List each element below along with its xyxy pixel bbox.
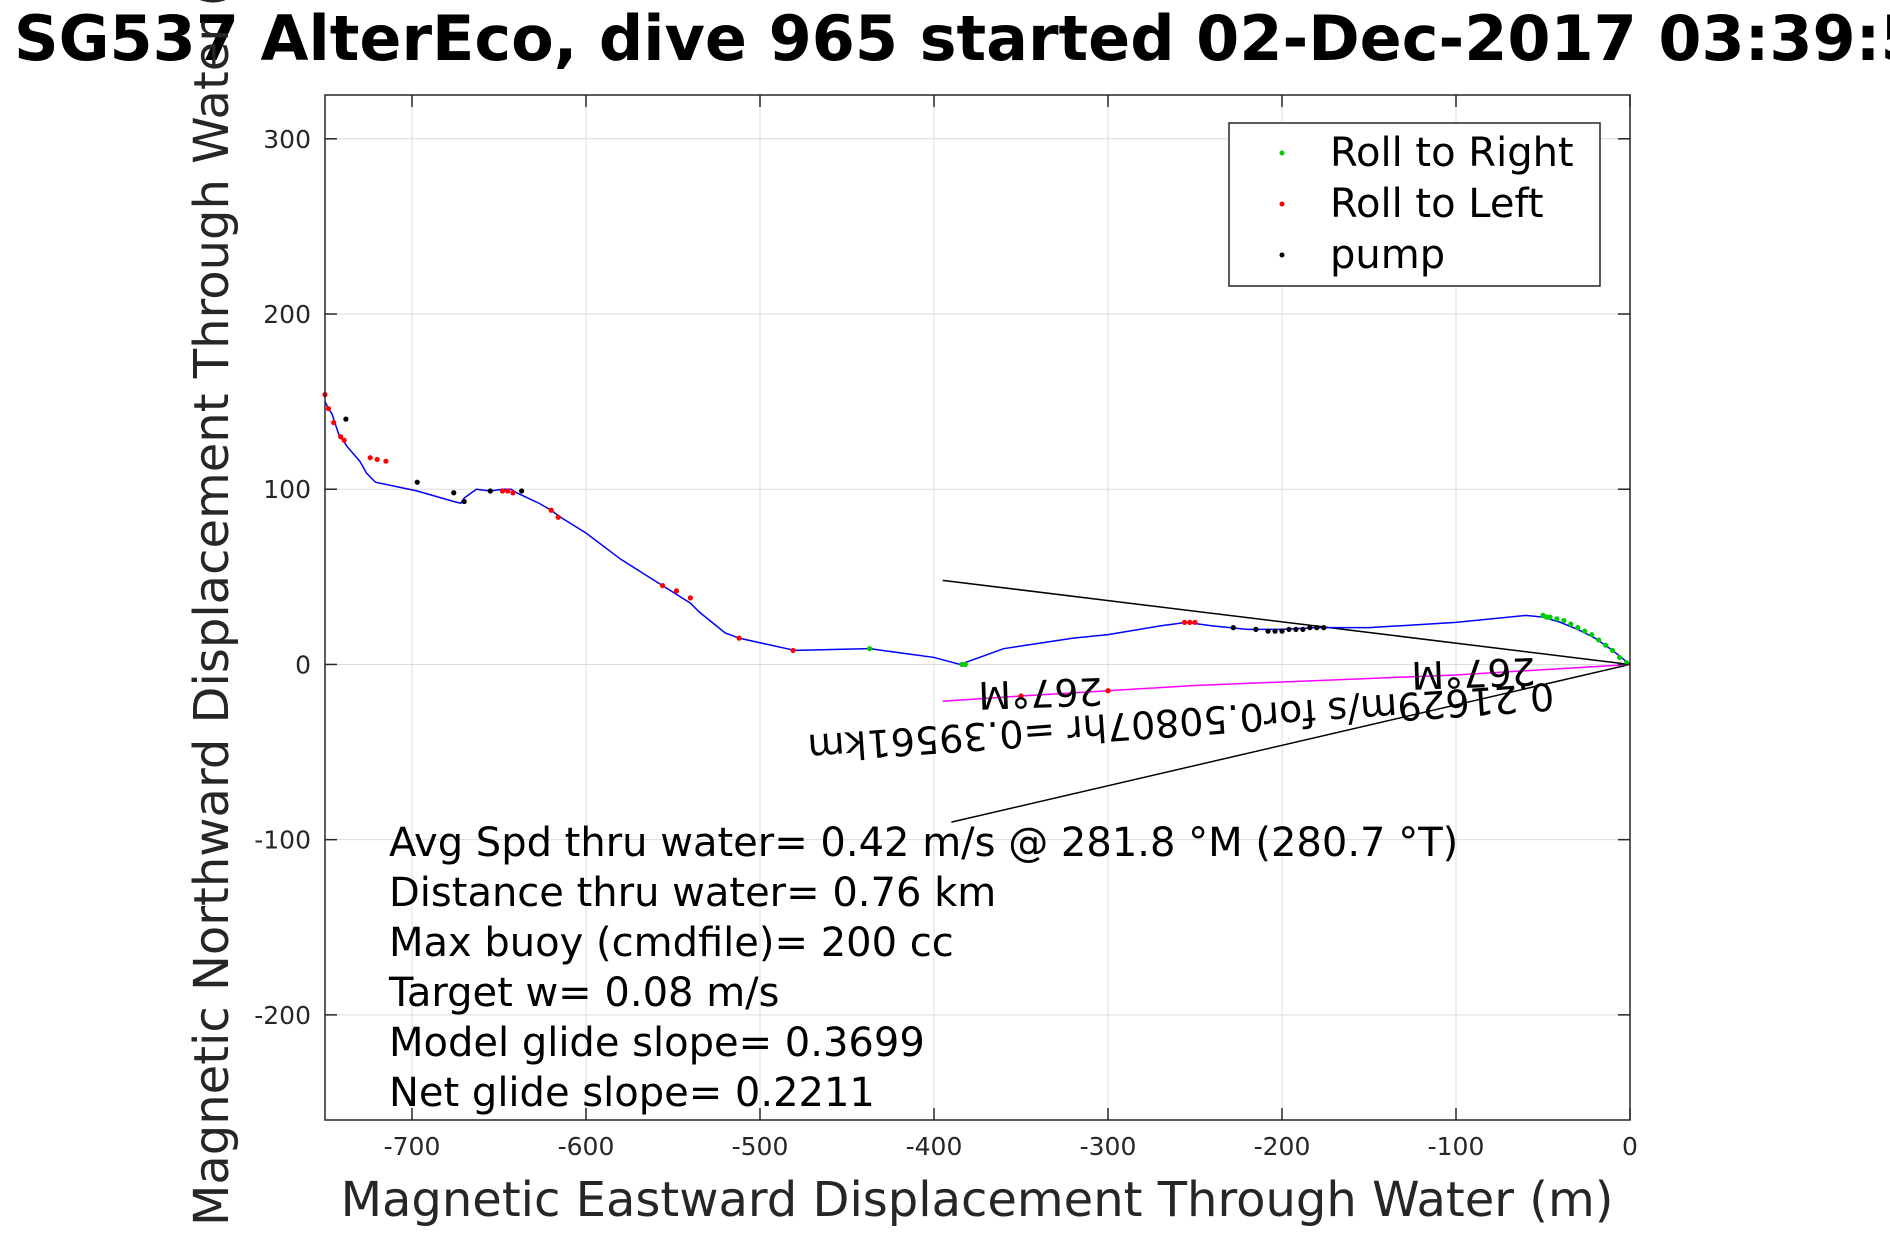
legend-marker-roll-left [1279, 201, 1285, 207]
pump-marker-6 [1279, 628, 1285, 634]
roll-right-marker-15 [962, 661, 968, 668]
roll-left-marker-17 [338, 434, 344, 440]
pump-marker-3 [1300, 626, 1306, 633]
roll-left-marker-11 [505, 488, 511, 494]
rotated-label-heading-left: 267°M [978, 669, 1104, 717]
legend: Roll to Right Roll to Left pump [1228, 122, 1601, 287]
x-tick-label-3: -400 [906, 1132, 963, 1161]
roll-left-marker-5 [687, 595, 694, 601]
marker-group [322, 392, 1630, 699]
legend-label-roll-left: Roll to Left [1330, 181, 1544, 227]
roll-right-marker-16 [867, 646, 873, 652]
roll-left-marker-15 [367, 455, 373, 461]
pump-marker-11 [519, 488, 525, 494]
x-tick-label-4: -300 [1080, 1132, 1137, 1161]
roll-left-marker-10 [510, 490, 516, 496]
y-tick-label-3: 100 [263, 475, 311, 504]
axis-ticks: -700 -600 -500 -400 -300 -200 -100 0 -200 -100 0 10… [254, 95, 1638, 1161]
roll-left-marker-14 [374, 456, 380, 463]
legend-label-pump: pump [1330, 232, 1445, 278]
y-tick-label-0: -200 [254, 1001, 311, 1030]
pump-marker-9 [1253, 626, 1259, 633]
roll-left-marker-3 [790, 647, 796, 654]
pump-marker-4 [1293, 626, 1299, 633]
pump-marker-16 [343, 416, 349, 422]
roll-left-marker-8 [555, 514, 561, 520]
pump-marker-12 [487, 488, 493, 494]
roll-left-marker-2 [1181, 619, 1188, 625]
roll-left-marker-22 [1105, 688, 1111, 694]
stat-target-w: Target w= 0.08 m/s [388, 970, 779, 1016]
pump-marker-1 [1314, 625, 1320, 631]
pump-marker-13 [451, 490, 457, 496]
roll-right-marker-4 [1596, 637, 1602, 643]
roll-right-marker-13 [1540, 612, 1546, 618]
annotation-lines [942, 579, 1631, 823]
roll-left-marker-21 [1018, 693, 1024, 699]
legend-label-roll-right: Roll to Right [1330, 130, 1574, 176]
pump-marker-7 [1272, 628, 1278, 634]
y-tick-label-4: 200 [263, 300, 311, 329]
x-tick-label-0: -700 [384, 1132, 441, 1161]
roll-right-marker-3 [1603, 642, 1609, 648]
y-tick-label-2: 0 [295, 650, 311, 679]
roll-right-marker-8 [1568, 621, 1574, 627]
stat-distance: Distance thru water= 0.76 km [389, 870, 996, 916]
x-tick-label-5: -200 [1254, 1132, 1311, 1161]
series-group [324, 401, 1631, 702]
legend-marker-roll-right [1279, 150, 1285, 156]
roll-left-marker-4 [736, 635, 742, 641]
roll-right-marker-2 [1610, 647, 1616, 654]
roll-left-marker-16 [341, 437, 347, 443]
x-axis-label: Magnetic Eastward Displacement Through W… [341, 1172, 1614, 1228]
roll-right-marker-1 [1616, 654, 1623, 661]
pump-marker-15 [414, 479, 420, 485]
pump-marker-0 [1321, 625, 1327, 631]
x-tick-label-6: -100 [1428, 1132, 1485, 1161]
legend-marker-pump [1279, 252, 1285, 258]
roll-left-marker-9 [548, 507, 554, 513]
pump-marker-5 [1286, 626, 1292, 633]
legend-box [1228, 122, 1601, 287]
x-tick-label-2: -500 [732, 1132, 789, 1161]
stats-block: Avg Spd thru water= 0.42 m/s @ 281.8 °M … [388, 820, 1458, 1116]
rotated-label-heading-right: 267°M [1411, 649, 1537, 697]
roll-right-marker-10 [1554, 616, 1560, 622]
series-line-1 [942, 663, 1631, 702]
roll-left-marker-18 [331, 420, 337, 426]
roll-left-marker-19 [325, 406, 332, 412]
annotation-line-1 [951, 663, 1631, 823]
x-tick-label-7: 0 [1622, 1132, 1638, 1161]
y-tick-label-1: -100 [254, 826, 311, 855]
y-tick-label-5: 300 [263, 125, 311, 154]
roll-left-marker-13 [383, 458, 389, 464]
x-tick-label-1: -600 [558, 1132, 615, 1161]
roll-right-marker-7 [1575, 625, 1581, 631]
roll-right-marker-5 [1589, 632, 1595, 638]
roll-left-marker-6 [673, 588, 680, 594]
pump-marker-10 [1230, 625, 1236, 631]
pump-marker-14 [461, 498, 467, 505]
stat-model-glide-slope: Model glide slope= 0.3699 [389, 1020, 925, 1066]
chart-title: SG537 AlterEco, dive 965 started 02-Dec-… [14, 2, 1890, 75]
roll-right-marker-6 [1582, 628, 1588, 634]
roll-left-marker-0 [1192, 619, 1198, 625]
annotation-line-0 [942, 579, 1631, 666]
y-axis-label: Magnetic Northward Displacement Through … [184, 0, 240, 1226]
roll-left-marker-7 [659, 582, 666, 589]
roll-left-marker-1 [1187, 619, 1193, 625]
stat-max-buoy: Max buoy (cmdfile)= 200 cc [389, 920, 954, 966]
roll-left-marker-12 [499, 488, 506, 494]
plot-frame [324, 94, 1631, 1121]
pump-marker-2 [1307, 625, 1313, 631]
roll-right-marker-9 [1561, 618, 1567, 624]
stat-avg-speed: Avg Spd thru water= 0.42 m/s @ 281.8 °M … [389, 820, 1458, 866]
stat-net-glide-slope: Net glide slope= 0.2211 [389, 1070, 875, 1116]
pump-marker-8 [1265, 628, 1271, 634]
series-line-0 [324, 401, 1631, 666]
